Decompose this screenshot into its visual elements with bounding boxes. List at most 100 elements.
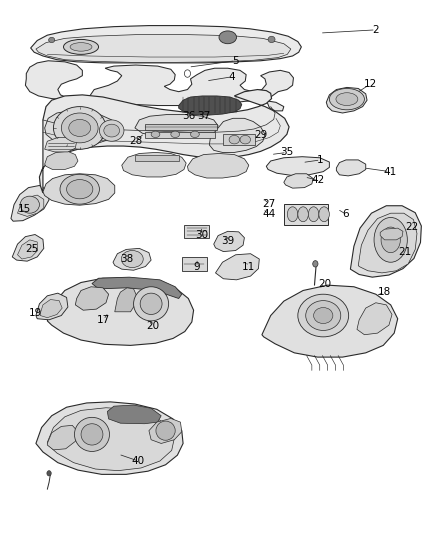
Ellipse shape bbox=[74, 417, 110, 451]
Polygon shape bbox=[262, 285, 398, 357]
Text: 44: 44 bbox=[262, 209, 276, 219]
Ellipse shape bbox=[156, 421, 175, 440]
Polygon shape bbox=[149, 418, 182, 443]
Polygon shape bbox=[36, 293, 68, 320]
Text: 9: 9 bbox=[194, 262, 201, 271]
Text: 20: 20 bbox=[146, 321, 159, 331]
Text: 41: 41 bbox=[383, 167, 396, 176]
Text: 6: 6 bbox=[343, 209, 350, 219]
Text: 38: 38 bbox=[120, 254, 134, 263]
Polygon shape bbox=[122, 152, 186, 177]
Polygon shape bbox=[184, 225, 209, 238]
Ellipse shape bbox=[151, 131, 160, 138]
Text: 28: 28 bbox=[129, 136, 142, 146]
Polygon shape bbox=[187, 154, 249, 178]
Ellipse shape bbox=[69, 119, 91, 136]
Polygon shape bbox=[47, 278, 194, 345]
Polygon shape bbox=[39, 90, 289, 193]
Polygon shape bbox=[179, 96, 242, 115]
Ellipse shape bbox=[171, 131, 180, 138]
Text: 11: 11 bbox=[242, 262, 255, 271]
Text: 36: 36 bbox=[182, 111, 195, 121]
Polygon shape bbox=[358, 213, 417, 273]
Polygon shape bbox=[36, 402, 183, 474]
Ellipse shape bbox=[298, 207, 308, 222]
Text: 20: 20 bbox=[318, 279, 332, 288]
Ellipse shape bbox=[381, 227, 400, 253]
Polygon shape bbox=[284, 204, 328, 225]
Polygon shape bbox=[45, 151, 78, 169]
Polygon shape bbox=[135, 155, 179, 161]
Text: 40: 40 bbox=[132, 456, 145, 466]
Text: 29: 29 bbox=[254, 131, 267, 140]
Ellipse shape bbox=[104, 124, 120, 137]
Text: 25: 25 bbox=[25, 245, 38, 254]
Ellipse shape bbox=[67, 180, 93, 199]
Polygon shape bbox=[40, 300, 62, 318]
Ellipse shape bbox=[374, 217, 407, 262]
Polygon shape bbox=[113, 248, 151, 270]
Text: 21: 21 bbox=[399, 247, 412, 256]
Polygon shape bbox=[336, 160, 366, 176]
Text: 17: 17 bbox=[97, 315, 110, 325]
Text: 27: 27 bbox=[262, 199, 276, 208]
Polygon shape bbox=[182, 257, 207, 271]
Polygon shape bbox=[25, 61, 293, 111]
Polygon shape bbox=[380, 228, 403, 240]
Polygon shape bbox=[92, 277, 182, 298]
Text: 5: 5 bbox=[232, 56, 239, 66]
Polygon shape bbox=[214, 231, 244, 252]
Ellipse shape bbox=[64, 39, 99, 54]
Ellipse shape bbox=[229, 135, 240, 144]
Polygon shape bbox=[11, 185, 49, 221]
Polygon shape bbox=[45, 138, 77, 152]
Ellipse shape bbox=[99, 120, 124, 141]
Ellipse shape bbox=[287, 207, 298, 222]
Polygon shape bbox=[12, 235, 44, 261]
Ellipse shape bbox=[308, 207, 319, 222]
Text: 42: 42 bbox=[311, 175, 325, 185]
Ellipse shape bbox=[306, 301, 341, 330]
Polygon shape bbox=[47, 425, 78, 450]
Polygon shape bbox=[266, 157, 329, 175]
Text: 39: 39 bbox=[221, 236, 234, 246]
Ellipse shape bbox=[121, 251, 143, 268]
Text: 22: 22 bbox=[405, 222, 418, 231]
Text: 37: 37 bbox=[197, 111, 210, 121]
Text: 35: 35 bbox=[280, 148, 293, 157]
Polygon shape bbox=[75, 287, 109, 310]
Polygon shape bbox=[350, 206, 421, 277]
Ellipse shape bbox=[60, 174, 99, 204]
Polygon shape bbox=[326, 87, 367, 113]
Polygon shape bbox=[357, 303, 392, 335]
Ellipse shape bbox=[219, 31, 237, 44]
Text: 15: 15 bbox=[18, 204, 31, 214]
Text: 1: 1 bbox=[317, 155, 324, 165]
Ellipse shape bbox=[47, 471, 51, 476]
Polygon shape bbox=[45, 111, 117, 145]
Ellipse shape bbox=[336, 93, 358, 106]
Polygon shape bbox=[115, 288, 137, 312]
Polygon shape bbox=[145, 132, 215, 138]
Polygon shape bbox=[223, 134, 255, 145]
Ellipse shape bbox=[70, 43, 92, 51]
Polygon shape bbox=[43, 174, 115, 205]
Ellipse shape bbox=[49, 37, 55, 43]
Text: 12: 12 bbox=[364, 79, 377, 89]
Polygon shape bbox=[284, 174, 313, 188]
Ellipse shape bbox=[319, 207, 329, 222]
Polygon shape bbox=[18, 195, 44, 216]
Ellipse shape bbox=[329, 88, 364, 110]
Polygon shape bbox=[209, 118, 265, 152]
Text: 30: 30 bbox=[195, 230, 208, 239]
Ellipse shape bbox=[53, 107, 106, 149]
Polygon shape bbox=[215, 254, 259, 280]
Ellipse shape bbox=[134, 287, 169, 321]
Text: 19: 19 bbox=[29, 309, 42, 318]
Ellipse shape bbox=[20, 196, 39, 213]
Text: 4: 4 bbox=[229, 72, 236, 82]
Polygon shape bbox=[47, 408, 174, 471]
Polygon shape bbox=[107, 405, 161, 424]
Polygon shape bbox=[145, 124, 217, 130]
Ellipse shape bbox=[61, 113, 98, 143]
